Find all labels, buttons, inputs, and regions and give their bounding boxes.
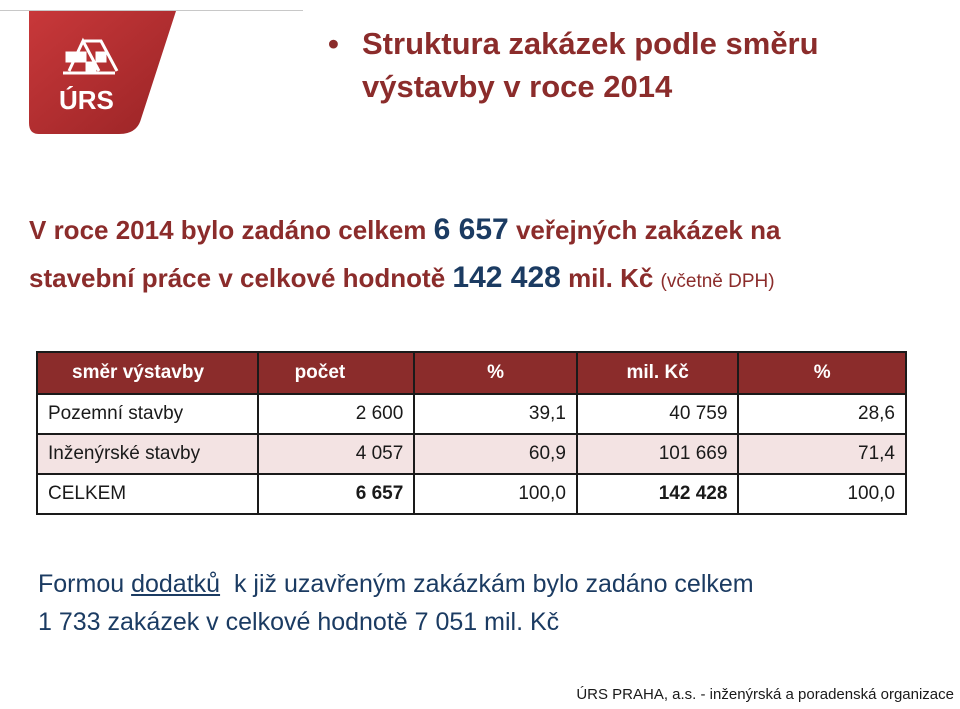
title-bullet: • (328, 26, 339, 61)
amendments-note: Formou dodatků k již uzavřeným zakázkám … (38, 565, 928, 641)
cell-value-percent: 28,6 (737, 393, 907, 435)
data-table: směr výstavby počet % mil. Kč % Pozemní … (36, 351, 907, 515)
header-direction: směr výstavby (36, 351, 259, 395)
header-value: mil. Kč (575, 351, 740, 395)
cell-direction: Pozemní stavby (36, 393, 259, 435)
logo-text: ÚRS (59, 85, 114, 115)
summary-value: 142 428 (452, 261, 561, 294)
summary-part-1: V roce 2014 bylo zadáno celkem (29, 215, 434, 245)
summary-vat: (včetně DPH) (660, 271, 775, 292)
urs-logo: ÚRS (29, 11, 176, 134)
note-line-1-b: k již uzavřeným zakázkám bylo zadáno cel… (220, 570, 754, 598)
table-row: Inženýrské stavby 4 057 60,9 101 669 71,… (36, 433, 907, 475)
summary-part-4: mil. Kč (560, 263, 661, 293)
cell-value: 101 669 (575, 433, 740, 475)
cell-total-value-percent: 100,0 (737, 473, 907, 515)
table-row: Pozemní stavby 2 600 39,1 40 759 28,6 (36, 393, 907, 435)
cell-count: 2 600 (256, 393, 416, 435)
cell-total-count-percent: 100,0 (413, 473, 578, 515)
summary-count: 6 657 (433, 213, 509, 246)
cell-count-percent: 39,1 (413, 393, 578, 435)
cell-value: 40 759 (575, 393, 740, 435)
note-underlined-word: dodatků (131, 570, 221, 598)
cell-count: 4 057 (256, 433, 416, 475)
top-rule (0, 10, 303, 11)
table-total-row: CELKEM 6 657 100,0 142 428 100,0 (36, 473, 907, 515)
footer-text: ÚRS PRAHA, a.s. - inženýrská a poradensk… (576, 686, 954, 703)
cell-total-count: 6 657 (256, 473, 416, 515)
page-title: • Struktura zakázek podle směru výstavby … (328, 22, 928, 108)
table-header-row: směr výstavby počet % mil. Kč % (36, 351, 907, 395)
cell-count-percent: 60,9 (413, 433, 578, 475)
summary-part-3: stavební práce v celkové hodnotě (29, 263, 453, 293)
note-line-1-a: Formou (38, 570, 132, 598)
header-count-percent: % (413, 351, 578, 395)
title-line-2: výstavby v roce 2014 (362, 69, 673, 104)
cell-total-label: CELKEM (36, 473, 259, 515)
cell-total-value: 142 428 (575, 473, 740, 515)
title-line-1: Struktura zakázek podle směru (362, 26, 819, 61)
summary-text: V roce 2014 bylo zadáno celkem 6 657 veř… (29, 206, 929, 306)
header-value-percent: % (737, 351, 907, 395)
summary-part-2: veřejných zakázek na (508, 215, 781, 245)
cell-direction: Inženýrské stavby (36, 433, 259, 475)
note-line-2: 1 733 zakázek v celkové hodnotě 7 051 mi… (38, 608, 560, 636)
cell-value-percent: 71,4 (737, 433, 907, 475)
header-count: počet (256, 351, 416, 395)
